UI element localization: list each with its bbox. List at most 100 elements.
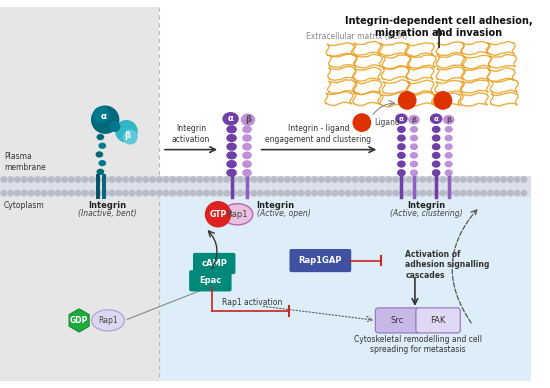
- Circle shape: [345, 191, 351, 196]
- Ellipse shape: [397, 143, 406, 150]
- Ellipse shape: [397, 126, 406, 133]
- Circle shape: [271, 191, 277, 196]
- Circle shape: [21, 177, 27, 182]
- Circle shape: [326, 191, 331, 196]
- Circle shape: [494, 191, 499, 196]
- Circle shape: [474, 191, 480, 196]
- Circle shape: [332, 177, 338, 182]
- Ellipse shape: [432, 134, 441, 142]
- Circle shape: [170, 177, 175, 182]
- Text: (Active, clustering): (Active, clustering): [390, 210, 463, 218]
- Circle shape: [454, 191, 459, 196]
- Circle shape: [379, 191, 385, 196]
- Circle shape: [48, 177, 54, 182]
- Circle shape: [433, 177, 439, 182]
- Ellipse shape: [410, 152, 418, 159]
- Text: β: β: [446, 117, 451, 123]
- Ellipse shape: [92, 310, 124, 331]
- Text: GTP: GTP: [210, 210, 227, 219]
- Circle shape: [224, 191, 229, 196]
- Text: Integrin - ligand
engagement and clustering: Integrin - ligand engagement and cluster…: [265, 125, 371, 144]
- Text: Rap1: Rap1: [227, 210, 248, 219]
- Circle shape: [251, 177, 256, 182]
- Circle shape: [447, 191, 452, 196]
- Circle shape: [102, 177, 108, 182]
- Circle shape: [69, 191, 74, 196]
- Circle shape: [244, 191, 250, 196]
- Circle shape: [92, 106, 119, 133]
- Circle shape: [318, 191, 324, 196]
- Circle shape: [251, 191, 256, 196]
- Circle shape: [305, 191, 311, 196]
- Circle shape: [487, 177, 493, 182]
- Text: cAMP: cAMP: [201, 259, 227, 268]
- Circle shape: [206, 202, 230, 227]
- Circle shape: [521, 177, 527, 182]
- Circle shape: [157, 191, 162, 196]
- Circle shape: [217, 191, 223, 196]
- Circle shape: [312, 177, 317, 182]
- Ellipse shape: [242, 134, 252, 142]
- Ellipse shape: [242, 152, 252, 159]
- Ellipse shape: [444, 135, 453, 141]
- Circle shape: [28, 177, 34, 182]
- FancyBboxPatch shape: [289, 249, 351, 272]
- Circle shape: [116, 121, 137, 142]
- Circle shape: [190, 191, 196, 196]
- Text: Rap1 activation: Rap1 activation: [222, 298, 282, 307]
- Circle shape: [94, 107, 109, 123]
- Text: Integrin: Integrin: [88, 201, 126, 210]
- Circle shape: [150, 177, 155, 182]
- Circle shape: [494, 177, 499, 182]
- FancyBboxPatch shape: [375, 308, 420, 333]
- Circle shape: [481, 177, 486, 182]
- Text: Integrin: Integrin: [408, 201, 446, 210]
- Circle shape: [150, 191, 155, 196]
- Circle shape: [42, 177, 47, 182]
- Circle shape: [109, 191, 114, 196]
- Text: Ligand: Ligand: [375, 118, 400, 127]
- Circle shape: [8, 177, 13, 182]
- Circle shape: [124, 130, 137, 144]
- Bar: [159, 197, 531, 381]
- Circle shape: [366, 191, 371, 196]
- Circle shape: [55, 177, 60, 182]
- Circle shape: [393, 177, 398, 182]
- Circle shape: [197, 191, 202, 196]
- Circle shape: [96, 177, 101, 182]
- Ellipse shape: [444, 170, 453, 176]
- Circle shape: [109, 177, 114, 182]
- Circle shape: [514, 191, 520, 196]
- Ellipse shape: [397, 152, 406, 159]
- Polygon shape: [69, 309, 89, 332]
- Ellipse shape: [444, 126, 453, 133]
- Text: FAK: FAK: [431, 316, 446, 325]
- Circle shape: [359, 177, 365, 182]
- Circle shape: [379, 177, 385, 182]
- Circle shape: [400, 191, 405, 196]
- Circle shape: [157, 177, 162, 182]
- Circle shape: [69, 177, 74, 182]
- Ellipse shape: [432, 161, 441, 168]
- Circle shape: [427, 177, 432, 182]
- Circle shape: [440, 177, 446, 182]
- Circle shape: [285, 191, 290, 196]
- Circle shape: [312, 191, 317, 196]
- Circle shape: [102, 191, 108, 196]
- Circle shape: [110, 121, 120, 131]
- Ellipse shape: [226, 169, 237, 177]
- Circle shape: [211, 191, 216, 196]
- Circle shape: [129, 177, 135, 182]
- Circle shape: [28, 191, 34, 196]
- Circle shape: [413, 177, 419, 182]
- Circle shape: [298, 191, 304, 196]
- Circle shape: [467, 177, 472, 182]
- Circle shape: [440, 191, 446, 196]
- FancyBboxPatch shape: [416, 308, 460, 333]
- Circle shape: [204, 177, 209, 182]
- Ellipse shape: [410, 126, 418, 133]
- Circle shape: [399, 92, 416, 109]
- Text: Integrin-dependent cell adhesion,
migration and invasion: Integrin-dependent cell adhesion, migrat…: [345, 16, 533, 38]
- Circle shape: [508, 191, 513, 196]
- Circle shape: [420, 177, 425, 182]
